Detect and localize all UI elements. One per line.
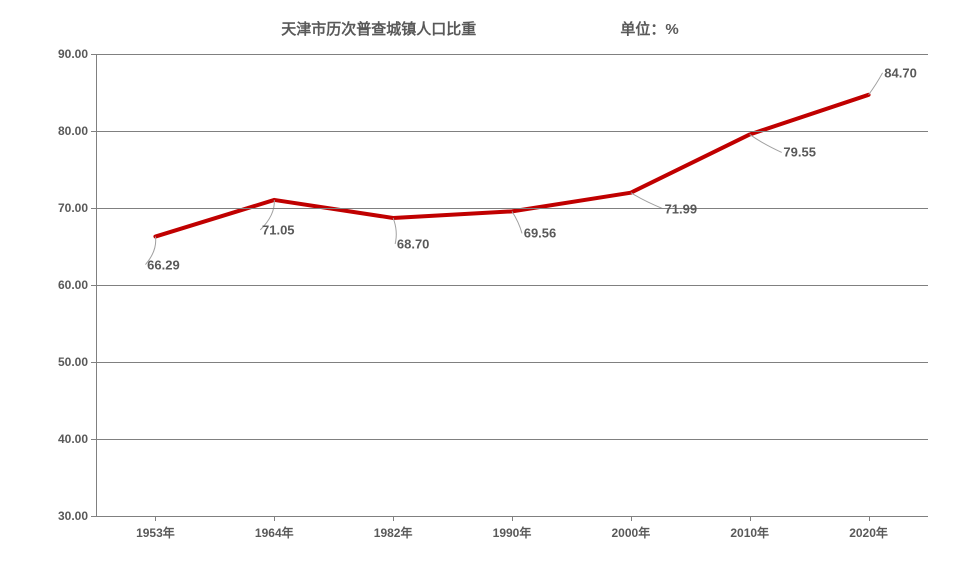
chart-title: 天津市历次普查城镇人口比重 单位：% — [0, 18, 960, 39]
x-tick-label: 2020年 — [849, 524, 888, 541]
chart-title-unit: 单位：% — [620, 18, 678, 39]
x-tick-mark — [155, 516, 156, 521]
x-tick-label: 1982年 — [374, 524, 413, 541]
data-label: 71.99 — [665, 201, 698, 216]
y-grid-line — [96, 54, 928, 55]
y-tick-label: 60.00 — [58, 278, 88, 292]
y-tick-label: 50.00 — [58, 355, 88, 369]
plot-area: 30.0040.0050.0060.0070.0080.0090.001953年… — [96, 54, 928, 516]
chart-title-main: 天津市历次普查城镇人口比重 — [281, 18, 476, 39]
x-tick-label: 1964年 — [255, 524, 294, 541]
x-tick-label: 1990年 — [493, 524, 532, 541]
y-grid-line — [96, 131, 928, 132]
y-grid-line — [96, 285, 928, 286]
y-tick-label: 80.00 — [58, 124, 88, 138]
x-tick-mark — [869, 516, 870, 521]
data-label: 71.05 — [262, 222, 295, 237]
y-tick-mark — [91, 516, 96, 517]
series-line — [155, 95, 868, 237]
y-axis-line — [96, 54, 97, 516]
data-label: 69.56 — [524, 226, 557, 241]
x-tick-mark — [750, 516, 751, 521]
data-label-leader — [869, 73, 883, 95]
data-label-leader — [750, 134, 782, 152]
y-grid-line — [96, 362, 928, 363]
data-label: 66.29 — [147, 257, 180, 272]
y-tick-label: 40.00 — [58, 432, 88, 446]
x-tick-mark — [274, 516, 275, 521]
chart-container: 天津市历次普查城镇人口比重 单位：% 30.0040.0050.0060.007… — [0, 0, 960, 567]
y-tick-label: 30.00 — [58, 509, 88, 523]
data-label: 79.55 — [783, 145, 816, 160]
x-tick-label: 2000年 — [611, 524, 650, 541]
data-label-leader — [393, 218, 396, 244]
data-label: 84.70 — [884, 65, 917, 80]
y-tick-label: 90.00 — [58, 47, 88, 61]
data-label-leader — [512, 211, 522, 233]
x-tick-label: 2010年 — [730, 524, 769, 541]
data-label: 68.70 — [397, 237, 430, 252]
x-tick-mark — [393, 516, 394, 521]
y-tick-label: 70.00 — [58, 201, 88, 215]
data-label-leader — [631, 193, 663, 209]
y-grid-line — [96, 439, 928, 440]
x-tick-mark — [512, 516, 513, 521]
x-tick-label: 1953年 — [136, 524, 175, 541]
x-tick-mark — [631, 516, 632, 521]
y-grid-line — [96, 208, 928, 209]
